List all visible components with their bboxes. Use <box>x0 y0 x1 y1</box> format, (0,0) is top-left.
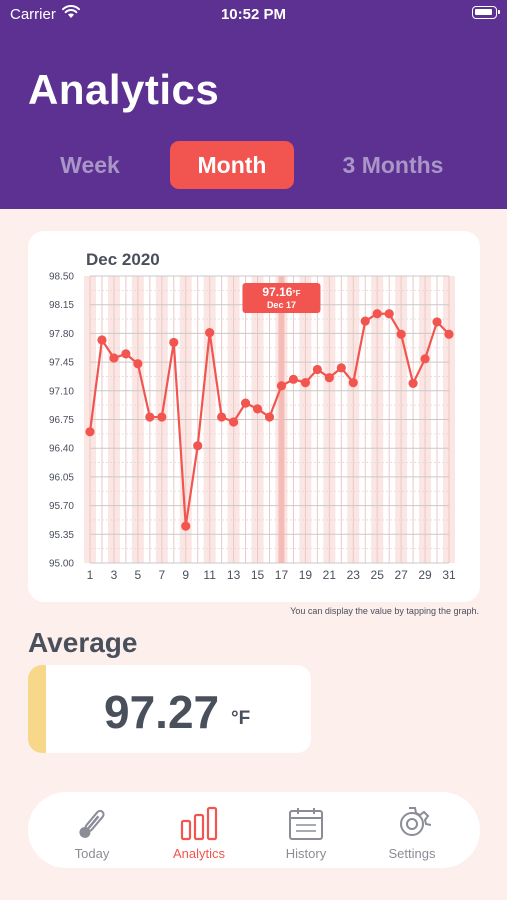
data-point <box>193 441 203 451</box>
x-tick-label: 3 <box>111 568 118 582</box>
x-tick-label: 13 <box>227 568 241 582</box>
y-tick-label: 98.50 <box>49 272 74 283</box>
y-tick-label: 96.40 <box>49 444 74 455</box>
data-point <box>312 364 322 375</box>
data-point <box>169 337 179 348</box>
header: Carrier 10:52 PM Analytics Week Month 3 … <box>0 0 507 209</box>
data-point <box>157 412 167 422</box>
tabbar-label: History <box>285 846 327 861</box>
carrier-label: Carrier <box>10 6 56 23</box>
x-tick-label: 9 <box>182 568 189 582</box>
average-unit: °F <box>231 708 251 729</box>
status-bar: Carrier 10:52 PM <box>0 0 507 30</box>
data-point <box>444 329 454 339</box>
chart-title: Dec 2020 <box>86 250 160 269</box>
y-tick-label: 97.45 <box>49 358 74 369</box>
data-point <box>264 412 275 422</box>
y-tick-label: 98.15 <box>49 300 74 311</box>
x-tick-label: 5 <box>135 568 142 582</box>
data-point <box>324 373 334 383</box>
average-accent-bar <box>28 665 46 753</box>
x-tick-label: 17 <box>275 568 289 582</box>
data-point <box>396 329 406 339</box>
data-point <box>205 327 215 338</box>
data-point <box>229 417 239 427</box>
tabbar-item-analytics[interactable]: Analytics <box>149 792 249 868</box>
clock: 10:52 PM <box>220 6 287 23</box>
tabbar-item-settings[interactable]: Settings <box>362 792 462 868</box>
data-point <box>252 404 263 414</box>
x-tick-label: 31 <box>442 568 456 582</box>
highlight-band <box>278 276 285 563</box>
tooltip-date: Dec 17 <box>267 300 296 310</box>
data-point <box>133 359 143 369</box>
y-tick-label: 95.70 <box>49 501 74 512</box>
y-tick-label: 96.75 <box>49 415 74 426</box>
x-tick-label: 21 <box>323 568 337 582</box>
tabbar-label: Analytics <box>172 846 226 861</box>
tooltip-box <box>242 283 321 313</box>
temperature-chart[interactable]: 98.50 98.15 97.80 97.45 97.10 96.75 96.40 96.05… <box>28 231 480 602</box>
y-tick-label: 95.35 <box>49 530 74 541</box>
x-tick-label: 15 <box>251 568 265 582</box>
gear-icon <box>400 807 431 836</box>
data-point <box>300 378 310 388</box>
data-point <box>336 363 346 373</box>
tabbar-label: Settings <box>388 846 436 861</box>
page-title: Analytics <box>28 66 220 113</box>
data-point <box>408 378 418 389</box>
chart-hint: You can display the value by tapping the… <box>290 606 479 616</box>
data-point <box>240 398 251 408</box>
tab-week[interactable]: Week <box>60 152 120 178</box>
chart-card[interactable]: 98.50 98.15 97.80 97.45 97.10 96.75 96.40 96.05… <box>28 231 480 602</box>
x-tick-label: 1 <box>87 568 94 582</box>
data-point <box>276 381 287 391</box>
data-point <box>384 309 394 319</box>
tabbar-item-history[interactable]: History <box>256 792 356 868</box>
x-tick-label: 11 <box>203 568 216 582</box>
tab-bar: Today Analytics History Settings <box>28 792 480 868</box>
data-point <box>109 353 119 363</box>
average-value: 97.27 <box>104 686 220 738</box>
battery-icon <box>472 6 500 19</box>
data-point <box>217 412 227 422</box>
data-point <box>420 354 430 364</box>
x-tick-label: 23 <box>347 568 361 582</box>
tabbar-label: Today <box>74 846 110 861</box>
x-tick-label: 25 <box>371 568 385 582</box>
data-point <box>181 521 191 531</box>
wifi-icon <box>62 5 80 18</box>
data-point <box>145 412 155 422</box>
x-tick-label: 29 <box>418 568 432 582</box>
tab-month[interactable]: Month <box>170 141 294 189</box>
bar-chart-icon <box>180 806 218 841</box>
x-tick-label: 19 <box>299 568 313 582</box>
calendar-icon <box>289 808 323 840</box>
data-point <box>348 378 358 388</box>
y-tick-label: 97.80 <box>49 329 74 340</box>
data-point <box>432 317 442 327</box>
x-tick-label: 7 <box>158 568 165 582</box>
average-title: Average <box>28 627 138 658</box>
x-tick-label: 27 <box>394 568 408 582</box>
data-point <box>97 335 107 345</box>
data-point <box>121 349 131 359</box>
y-tick-label: 96.05 <box>49 472 74 483</box>
tab-3-months[interactable]: 3 Months <box>342 152 444 178</box>
tabbar-item-today[interactable]: Today <box>42 792 142 868</box>
tooltip-value: 97.16°F <box>262 285 300 299</box>
average-card: 97.27 °F <box>28 665 311 753</box>
data-point <box>372 309 382 319</box>
data-point <box>360 316 370 326</box>
data-point <box>85 427 95 437</box>
y-tick-label: 97.10 <box>49 386 74 397</box>
y-tick-label: 95.00 <box>49 559 74 570</box>
thermometer-icon <box>79 809 105 838</box>
data-point <box>288 374 299 384</box>
